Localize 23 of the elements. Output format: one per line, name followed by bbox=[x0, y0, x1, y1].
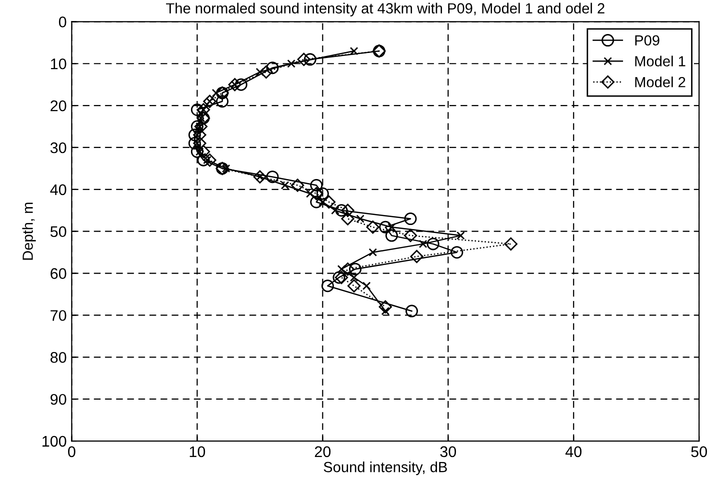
legend-label: Model 2 bbox=[635, 76, 686, 88]
y-tick-label: 90 bbox=[50, 394, 66, 405]
y-tick-label: 80 bbox=[50, 352, 66, 363]
y-tick-label: 10 bbox=[51, 58, 66, 70]
x-tick-label: 0 bbox=[68, 446, 76, 458]
x-tick-label: 50 bbox=[691, 446, 707, 458]
chart-title: The normaled sound intensity at 43km with P09, Model 1 and odel 2 bbox=[166, 2, 604, 16]
x-tick-label: 40 bbox=[565, 446, 582, 458]
y-tick-label: 70 bbox=[50, 310, 66, 321]
y-tick-label: 60 bbox=[50, 268, 66, 279]
x-tick-label: 30 bbox=[440, 446, 456, 458]
y-tick-label: 30 bbox=[50, 142, 66, 154]
y-tick-label: 50 bbox=[50, 226, 66, 238]
y-tick-label: 100 bbox=[42, 436, 66, 447]
x-tick-label: 10 bbox=[190, 446, 206, 458]
legend-label: P09 bbox=[635, 35, 660, 46]
x-tick-label: 20 bbox=[314, 446, 331, 458]
y-tick-label: 0 bbox=[58, 16, 66, 28]
y-tick-label: 20 bbox=[50, 100, 66, 112]
x-axis-title: Sound intensity, dB bbox=[324, 462, 447, 476]
y-axis-title: Depth, m bbox=[22, 202, 36, 260]
y-tick-label: 40 bbox=[50, 184, 66, 196]
legend-label: Model 1 bbox=[635, 56, 686, 66]
